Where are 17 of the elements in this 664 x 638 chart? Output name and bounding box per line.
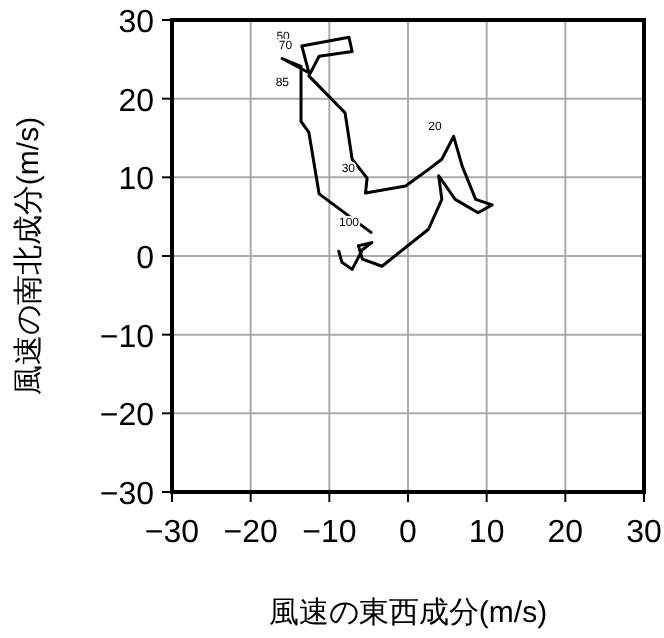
y-tick-label: 30	[118, 6, 155, 40]
y-tick-label: −30	[99, 478, 155, 512]
x-tick-label: 30	[626, 516, 662, 550]
y-tick-label: −10	[99, 320, 155, 355]
x-axis-title: 風速の東西成分(m/s)	[268, 596, 548, 630]
y-tick-label: 20	[118, 84, 155, 119]
y-tick-label: 0	[136, 242, 155, 276]
y-tick-label: −20	[99, 399, 155, 434]
x-tick-label: 10	[468, 516, 505, 550]
x-tick-label: 0	[399, 516, 418, 550]
line-series	[280, 35, 494, 271]
x-tick-label: −30	[144, 516, 200, 550]
x-tick-label: −20	[223, 516, 279, 550]
y-tick-label: 10	[118, 163, 155, 198]
x-tick-label: 20	[547, 516, 584, 550]
x-tick-label: −10	[302, 516, 357, 550]
y-axis-title: 風速の南北成分(m/s)	[12, 116, 46, 396]
